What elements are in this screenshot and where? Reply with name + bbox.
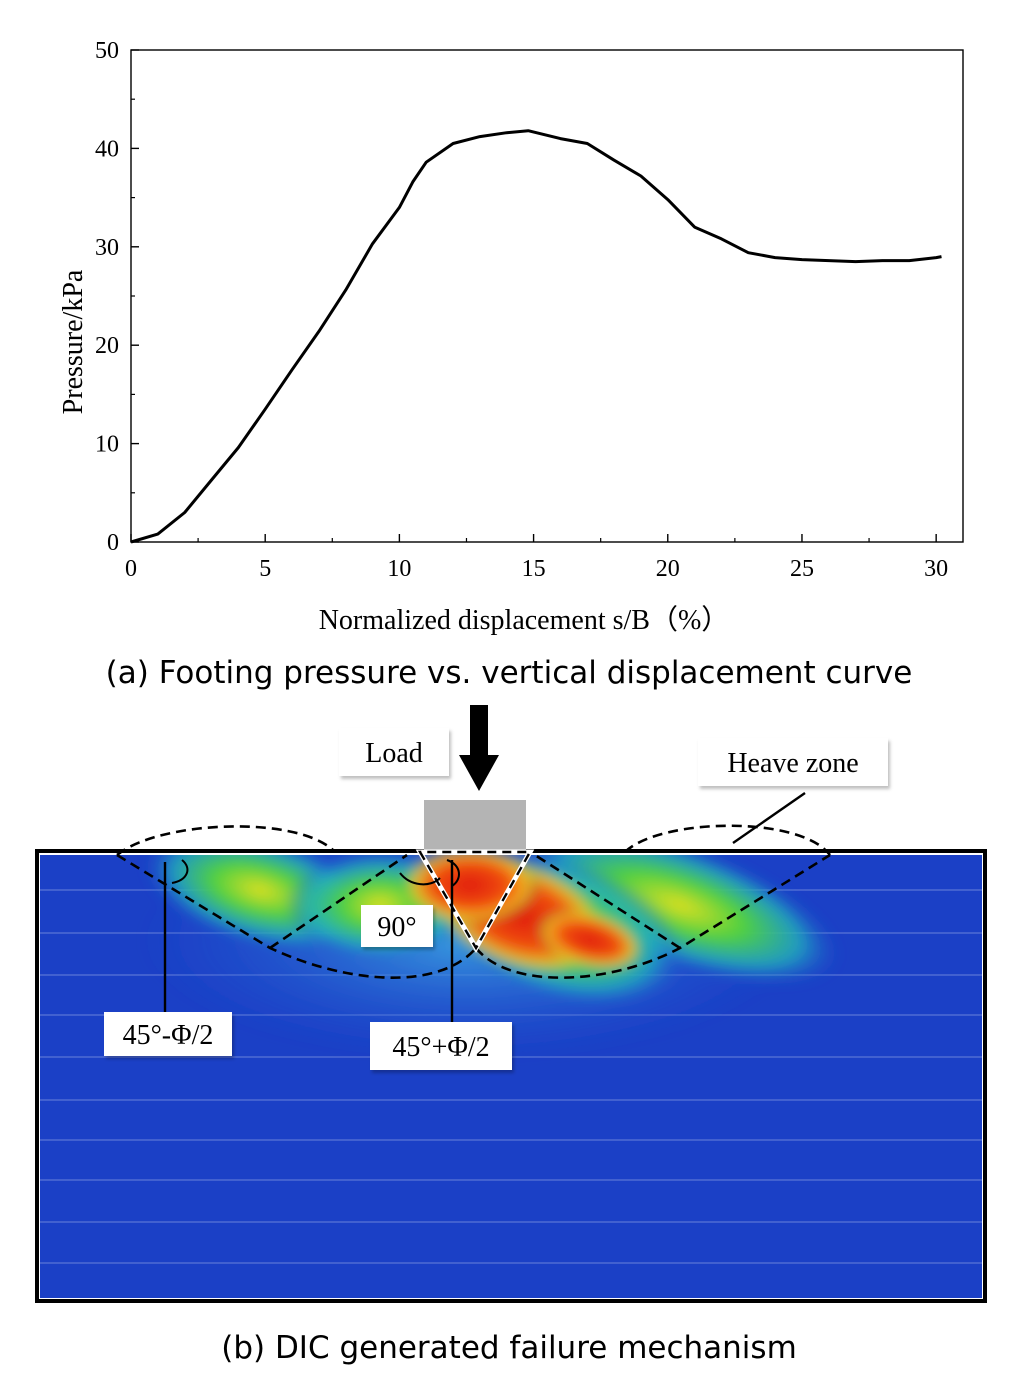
- passive-wedge-right: [534, 853, 681, 950]
- active-wedge: [415, 849, 535, 954]
- y-tick-label: 30: [95, 235, 119, 261]
- y-tick-label: 0: [107, 530, 119, 556]
- x-tick-label: 15: [522, 556, 546, 582]
- dic-field: [35, 849, 987, 1303]
- y-tick-label: 50: [95, 38, 119, 64]
- x-tick-label: 5: [259, 556, 271, 582]
- label-angle-left-text: 45°-Φ/2: [123, 1020, 214, 1051]
- x-tick-label: 25: [790, 556, 814, 582]
- y-tick-label: 20: [95, 333, 119, 359]
- slip-right: [474, 853, 831, 979]
- label-angle-right: [370, 1022, 512, 1070]
- load-arrow-icon: [459, 705, 499, 791]
- y-tick-label: 40: [95, 136, 119, 162]
- label-angle-right-text: 45°+Φ/2: [392, 1032, 489, 1063]
- footing: [424, 800, 526, 850]
- plot-area: 0 5 10 15 20 25 30 0 10 20 30 40 50: [95, 38, 964, 582]
- x-axis-label: Normalized displacement s/B（%）: [319, 604, 730, 636]
- x-tick-label: 20: [656, 556, 680, 582]
- caption-b: (b) DIC generated failure mechanism: [221, 1330, 797, 1366]
- y-axis: 0 10 20 30 40 50: [95, 38, 139, 556]
- label-angle-left: [104, 1012, 232, 1056]
- label-angle-90-text: 90°: [377, 912, 416, 943]
- y-axis-label: Pressure/kPa: [58, 269, 89, 414]
- failure-lines: [116, 824, 832, 979]
- heave-arc-left: [116, 825, 336, 857]
- x-tick-label: 10: [387, 556, 411, 582]
- caption-a: (a) Footing pressure vs. vertical displa…: [106, 655, 913, 691]
- angle-markers: [163, 792, 806, 1028]
- strain-field: [140, 855, 842, 1060]
- y-tick-label: 10: [95, 432, 119, 458]
- label-load: [339, 728, 449, 776]
- x-tick-label: 0: [125, 556, 137, 582]
- label-angle-90: [361, 905, 433, 947]
- pressure-curve: [130, 129, 942, 544]
- heave-arc-right: [624, 824, 832, 856]
- x-axis: 0 5 10 15 20 25 30: [125, 534, 948, 582]
- x-tick-label: 30: [924, 556, 948, 582]
- label-load-text: Load: [365, 738, 423, 769]
- plot-frame: [130, 49, 964, 543]
- slip-left: [116, 853, 477, 979]
- label-heave-text: Heave zone: [727, 748, 858, 779]
- passive-wedge-left: [269, 853, 408, 950]
- label-heave: [698, 738, 888, 786]
